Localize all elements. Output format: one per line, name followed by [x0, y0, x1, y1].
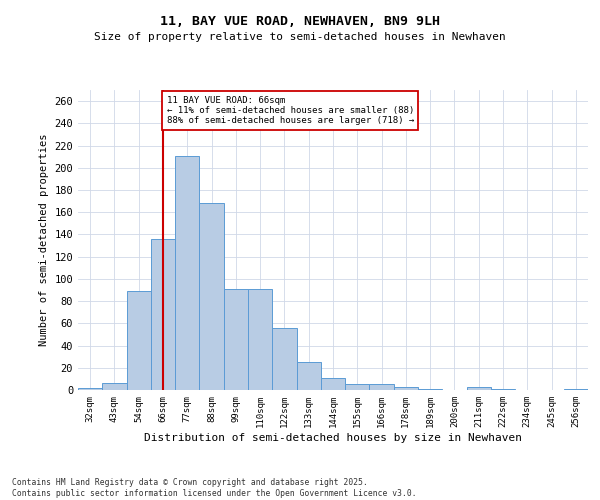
- Bar: [345, 384, 370, 390]
- Bar: [127, 291, 151, 390]
- X-axis label: Distribution of semi-detached houses by size in Newhaven: Distribution of semi-detached houses by …: [144, 432, 522, 442]
- Bar: [491, 389, 515, 390]
- Bar: [296, 362, 321, 390]
- Bar: [224, 289, 248, 390]
- Bar: [321, 378, 345, 390]
- Bar: [78, 388, 102, 390]
- Bar: [467, 386, 491, 390]
- Bar: [102, 384, 127, 390]
- Text: 11, BAY VUE ROAD, NEWHAVEN, BN9 9LH: 11, BAY VUE ROAD, NEWHAVEN, BN9 9LH: [160, 15, 440, 28]
- Y-axis label: Number of semi-detached properties: Number of semi-detached properties: [39, 134, 49, 346]
- Bar: [248, 289, 272, 390]
- Bar: [175, 156, 199, 390]
- Text: Size of property relative to semi-detached houses in Newhaven: Size of property relative to semi-detach…: [94, 32, 506, 42]
- Bar: [151, 239, 175, 390]
- Text: Contains HM Land Registry data © Crown copyright and database right 2025.
Contai: Contains HM Land Registry data © Crown c…: [12, 478, 416, 498]
- Text: 11 BAY VUE ROAD: 66sqm
← 11% of semi-detached houses are smaller (88)
88% of sem: 11 BAY VUE ROAD: 66sqm ← 11% of semi-det…: [167, 96, 414, 126]
- Bar: [199, 204, 224, 390]
- Bar: [394, 386, 418, 390]
- Bar: [272, 328, 296, 390]
- Bar: [564, 389, 588, 390]
- Bar: [370, 384, 394, 390]
- Bar: [418, 389, 442, 390]
